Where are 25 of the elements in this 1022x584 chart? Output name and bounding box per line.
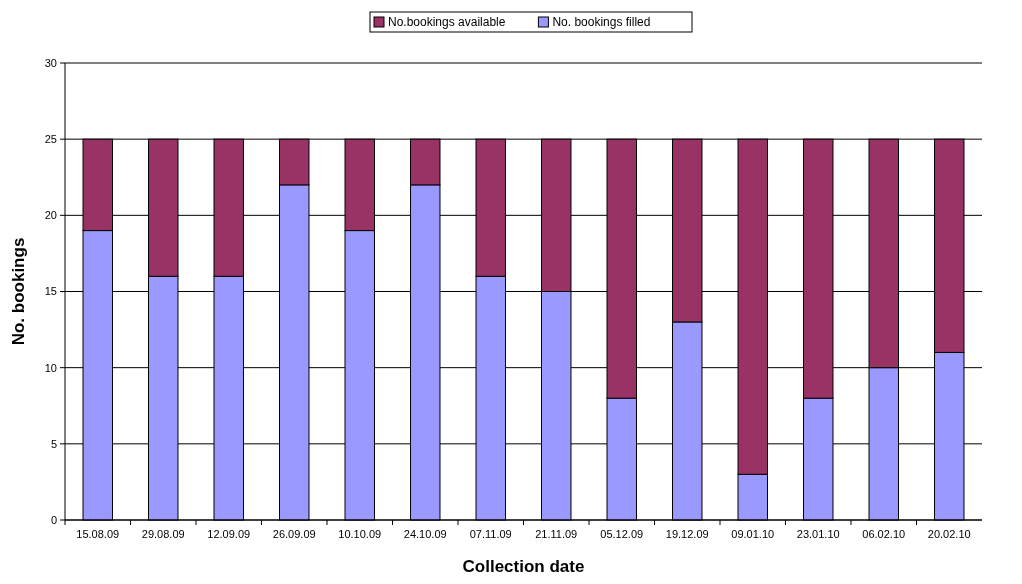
x-tick-label: 21.11.09 [535, 528, 578, 540]
y-tick-label: 10 [44, 361, 57, 374]
x-tick-label: 23.01.10 [796, 528, 840, 540]
y-tick-label: 5 [50, 437, 57, 450]
y-tick-label: 20 [44, 209, 57, 222]
y-tick-label: 15 [44, 285, 57, 298]
y-tick-label: 0 [50, 513, 57, 526]
x-tick-label: 26.09.09 [272, 528, 316, 540]
x-tick-label: 29.08.09 [141, 528, 185, 540]
x-tick-label: 15.08.09 [76, 528, 120, 540]
legend-label: No. bookings filled [552, 15, 651, 29]
x-tick-label: 06.02.10 [862, 528, 906, 540]
x-tick-label: 07.11.09 [469, 528, 512, 540]
x-tick-label: 09.01.10 [731, 528, 775, 540]
x-tick-label: 20.02.10 [927, 528, 971, 540]
x-tick-label: 05.12.09 [600, 528, 644, 540]
x-axis-title: Collection date [462, 557, 585, 576]
x-tick-label: 24.10.09 [403, 528, 447, 540]
x-tick-label: 19.12.09 [665, 528, 709, 540]
x-tick-label: 12.09.09 [207, 528, 251, 540]
x-tick-label: 10.10.09 [338, 528, 382, 540]
y-axis-title: No. bookings [9, 237, 28, 346]
y-tick-label: 25 [44, 133, 57, 146]
y-tick-label: 30 [44, 56, 57, 69]
legend-label: No.bookings available [388, 15, 506, 29]
